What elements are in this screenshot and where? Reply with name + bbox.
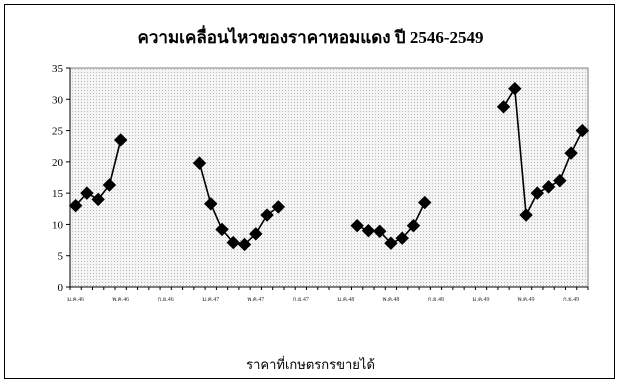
x-tick-label: พ.ค.48 xyxy=(382,296,399,303)
legend-label: ราคาที่เกษตรกรขายได้ xyxy=(246,357,375,372)
data-point-marker xyxy=(372,224,387,239)
data-point-marker xyxy=(113,133,128,147)
data-point-marker xyxy=(406,218,421,233)
x-tick-label: ม.ค.48 xyxy=(337,297,354,303)
data-point-marker xyxy=(192,156,207,170)
data-point-marker xyxy=(395,231,409,245)
x-tick-label: ก.ย.46 xyxy=(158,297,174,303)
data-point-marker xyxy=(91,192,105,207)
y-tick-label: 30 xyxy=(52,94,64,106)
data-point-marker xyxy=(508,81,522,96)
data-point-marker xyxy=(249,227,263,241)
x-tick-label: ม.ค.49 xyxy=(473,297,490,303)
data-point-marker xyxy=(418,195,432,210)
x-tick-label: ม.ค.46 xyxy=(67,297,84,303)
y-tick-label: 25 xyxy=(52,126,64,138)
data-point-marker xyxy=(80,186,94,200)
y-tick-label: 5 xyxy=(58,251,64,263)
series-points xyxy=(68,81,590,252)
data-point-marker xyxy=(350,218,364,233)
x-tick-label: พ.ค.47 xyxy=(247,296,264,303)
y-tick-label: 20 xyxy=(52,157,64,169)
data-point-marker xyxy=(361,223,376,238)
y-tick-label: 15 xyxy=(52,188,64,200)
data-point-marker xyxy=(575,123,590,138)
y-tick-label: 0 xyxy=(58,282,64,294)
data-point-marker xyxy=(226,235,240,250)
x-tick-label: ก.ย.47 xyxy=(293,297,309,303)
data-point-marker xyxy=(237,237,252,252)
x-tick-label: พ.ค.46 xyxy=(112,296,129,303)
data-point-marker xyxy=(271,200,286,214)
x-tick-label: ก.ย.49 xyxy=(563,297,579,303)
data-point-marker xyxy=(384,236,398,250)
chart-title: ความเคลื่อนไหวของราคาหอมแดง ปี 2546-2549 xyxy=(137,28,484,47)
plot-area xyxy=(69,67,589,288)
x-tick-label: พ.ค.49 xyxy=(518,296,535,303)
y-axis: 0 5 10 15 20 25 30 35 xyxy=(52,63,71,294)
data-point-marker xyxy=(260,208,274,222)
data-point-marker xyxy=(530,186,545,200)
data-point-marker xyxy=(519,208,533,222)
data-point-marker xyxy=(204,197,218,211)
data-point-marker xyxy=(215,222,229,237)
data-point-marker xyxy=(496,100,511,114)
data-point-marker xyxy=(564,146,578,160)
data-point-marker xyxy=(553,173,567,188)
y-tick-label: 10 xyxy=(52,219,64,231)
x-tick-label: ก.ย.48 xyxy=(428,297,444,303)
x-tick-label: ม.ค.47 xyxy=(202,297,219,303)
y-tick-label: 35 xyxy=(52,63,64,75)
data-point-marker xyxy=(102,178,117,192)
data-point-marker xyxy=(541,180,556,194)
data-point-marker xyxy=(68,198,83,213)
x-axis: ม.ค.46 พ.ค.46 ก.ย.46 ม.ค.47 พ.ค.47 ก.ย.47 ม.ค.… xyxy=(67,286,589,303)
